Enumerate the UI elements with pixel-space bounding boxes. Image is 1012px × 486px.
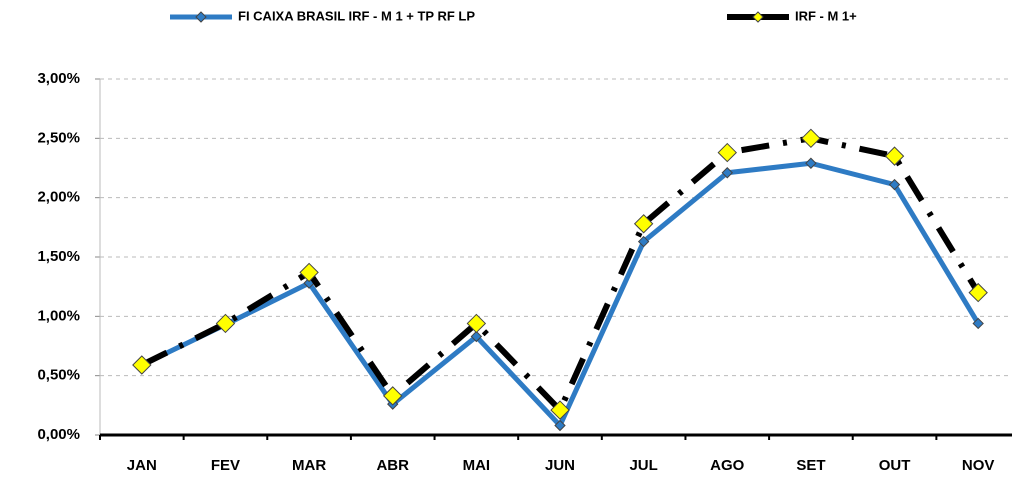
marker xyxy=(466,313,487,334)
y-tick-label: 2,50% xyxy=(37,129,80,146)
marker xyxy=(968,282,988,303)
marker xyxy=(637,235,650,248)
marker xyxy=(717,142,737,163)
x-tick-label: OUT xyxy=(879,457,911,474)
y-tick-label: 1,00% xyxy=(37,307,80,324)
x-tick-label: MAR xyxy=(292,457,326,474)
marker xyxy=(801,128,821,149)
marker xyxy=(554,419,566,432)
x-tick-label: SET xyxy=(796,457,825,474)
legend-marker xyxy=(752,11,764,23)
y-tick-label: 2,00% xyxy=(37,189,80,206)
legend-marker xyxy=(195,11,207,23)
legend-label: IRF - M 1+ xyxy=(795,8,857,23)
y-tick-label: 3,00% xyxy=(37,70,80,87)
marker xyxy=(132,355,152,375)
marker xyxy=(383,386,403,406)
legend-label: FI CAIXA BRASIL IRF - M 1 + TP RF LP xyxy=(238,8,475,23)
x-tick-label: AGO xyxy=(710,457,745,474)
x-tick-label: JUL xyxy=(629,457,657,474)
x-tick-label: JAN xyxy=(127,457,157,474)
series-line xyxy=(140,160,981,429)
marker xyxy=(550,400,570,420)
marker xyxy=(470,330,483,343)
x-tick-label: NOV xyxy=(962,457,995,474)
marker xyxy=(633,214,654,234)
x-tick-label: ABR xyxy=(376,457,409,474)
marker xyxy=(884,146,905,166)
x-tick-label: FEV xyxy=(211,457,240,474)
marker xyxy=(215,313,236,334)
marker xyxy=(805,157,817,169)
y-tick-label: 1,50% xyxy=(37,248,80,265)
y-tick-label: 0,00% xyxy=(37,426,80,443)
x-tick-label: JUN xyxy=(545,457,575,474)
series-line xyxy=(140,135,981,414)
marker xyxy=(972,317,984,330)
marker xyxy=(721,167,733,179)
marker xyxy=(299,262,319,283)
y-tick-label: 0,50% xyxy=(37,367,80,384)
marker xyxy=(888,178,901,191)
x-tick-label: MAI xyxy=(463,457,491,474)
